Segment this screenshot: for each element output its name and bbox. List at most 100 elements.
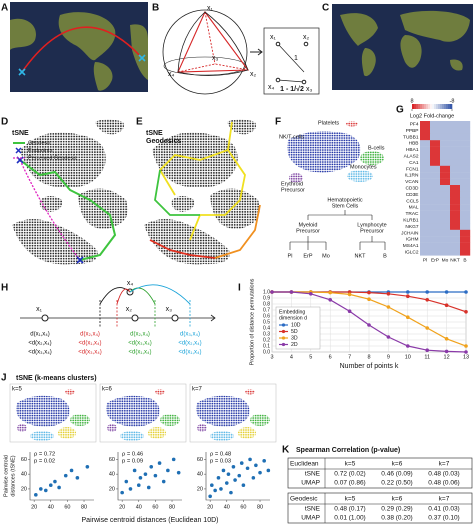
heatmap-cell [430,185,441,192]
colorbar-step [424,104,427,109]
data-point [63,473,68,478]
colorbar-step [430,104,433,109]
heatmap-cell [430,133,441,141]
y-tick-label: 0.2 [263,337,270,343]
data-point [229,490,233,495]
cluster-label: Monocytes [350,164,377,170]
colorbar-step [450,104,453,109]
x-tick-label: 3 [270,354,273,360]
data-point [53,479,57,484]
colorbar-step [446,104,449,109]
tree-leaf: Mo [322,253,330,259]
x-axis-label: Pairwise centroid distances (Euclidean 1… [82,517,219,524]
y-tick-label: 40 [21,472,27,478]
heatmap-cell [450,133,461,141]
panel-label: K [282,445,290,456]
data-point [231,464,236,469]
distance-order: <d(x₂,x₄) [178,341,201,347]
heatmap-cell [430,172,441,179]
point-label: x₂ [126,306,133,313]
tsne-thumb [196,389,270,441]
heatmap-cell [460,172,471,179]
distance-arc [129,284,191,305]
distance-order: d(x₃,x₄) [180,332,200,338]
heatmap-cell [440,223,451,230]
panel-f: F Platelets NK/T-cells B-cells Monocytes… [275,117,387,260]
row-label: CD3D [405,185,419,191]
tsne-thumb [16,389,90,441]
heatmap-cell [460,178,471,186]
distance-order: d(x₂,x₄) [130,332,150,338]
heatmap-cell [430,178,441,186]
equator [163,56,247,76]
data-point [464,344,468,348]
heatmap-cell [440,153,451,160]
column-header: k=5 [345,496,356,503]
legend-label: Geodesic [28,140,51,146]
cluster-label: Precursor [281,187,305,193]
data-point [136,483,141,488]
point [41,314,49,322]
edge-label: 1 [294,55,298,62]
thumb-title: k=7 [192,387,203,393]
panel-label: A [1,3,8,14]
axes [29,452,94,501]
data-point [444,290,449,294]
thumb-title: k=5 [12,387,23,393]
point-label: x₁ [207,5,214,12]
data-point [146,485,151,490]
table-frame [287,492,473,524]
x-tick-label: 60 [152,504,158,510]
geodesics [154,169,200,216]
heatmap-cell [420,217,431,224]
panel-b: B x₁ x₂ x₃ x₄ x₁ x₂ x₃ x₄ 1 1 - 1/√2 [152,3,320,95]
heatmap-cell [420,249,431,256]
heatmap-cell [430,165,441,173]
y-tick-label: 40 [109,472,115,478]
data-point [245,466,250,471]
heatmap-cell [420,210,431,218]
colorbar-step [418,104,421,109]
annotation: p = 0.09 [122,459,143,465]
data-point [120,490,124,495]
colorbar-step [442,104,445,109]
heatmap-cell [450,153,461,160]
x-tick-label: 20 [119,504,125,510]
heatmap-cell [450,223,461,230]
data-point [464,290,468,294]
legend-label: Endpoints [28,148,53,154]
data-point [444,337,449,341]
heatmap-cell [430,140,441,147]
heatmap-cell [460,210,471,218]
heatmap-cell [440,197,451,205]
heatmap-cell [420,178,431,186]
point-label: x₃ [166,306,173,313]
point-label: x₁ [36,306,43,313]
data-point [171,457,176,462]
data-point [48,483,53,488]
table-cell: 0.38 (0.20) [381,515,412,522]
heatmap-cell [420,223,431,230]
row-label: PF4 [410,121,419,127]
data-point [289,290,294,294]
x-tick-label: 80 [169,504,175,510]
heatmap-cell [430,242,441,250]
data-point [309,292,313,296]
colorbar-step [420,104,423,109]
data-point [270,290,274,294]
data-point [347,309,352,314]
colorbar-tick-label: 8 [410,98,413,104]
annotation: ρ = 0.48 [210,452,231,458]
heatmap-cell [460,236,471,243]
data-point [347,292,352,297]
distance-order: <d(x₂,x₄) [28,341,51,347]
x-tick-label: 7 [348,354,351,360]
tree-node: Precursor [296,228,320,234]
table-cell: 0.41 (0.03) [428,506,459,513]
panel-label: I [238,283,241,294]
heatmap-cell [420,242,431,250]
heatmap-cell [420,191,431,198]
heatmap-cell [440,242,451,250]
data-point [221,468,226,473]
